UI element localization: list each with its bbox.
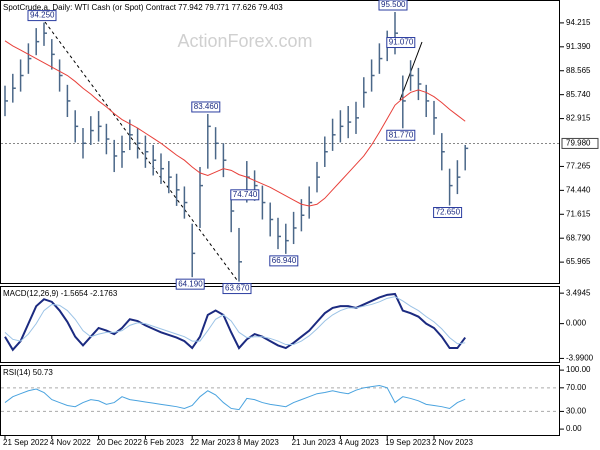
panel-title: MACD(12,26,9) -1.5654 -2.1763 bbox=[3, 289, 118, 298]
price-annotation-box bbox=[433, 207, 463, 219]
y-tick-label: 88.565 bbox=[566, 66, 591, 75]
price-annotation: 91.070 bbox=[389, 38, 414, 47]
y-tick-label: 30.00 bbox=[566, 407, 587, 416]
price-annotation-box bbox=[378, 0, 408, 11]
x-tick-label: 20 Dec 2022 bbox=[97, 438, 143, 447]
y-tick-label: 82.915 bbox=[566, 114, 591, 123]
moving-average bbox=[4, 40, 466, 207]
price-annotation-box bbox=[230, 189, 260, 201]
y-tick-label: 65.965 bbox=[566, 257, 591, 266]
price-annotation-box bbox=[386, 129, 416, 141]
indicator-line bbox=[4, 296, 466, 346]
x-tick-label: 4 Nov 2022 bbox=[50, 438, 91, 447]
price-annotation: 83.460 bbox=[194, 102, 219, 111]
y-tick-label: 71.615 bbox=[566, 209, 591, 218]
watermark: ActionForex.com bbox=[177, 31, 312, 51]
price-annotation: 74.740 bbox=[233, 190, 258, 199]
panel-title: SpotCrude.a, Daily: WTI Cash (or Spot) C… bbox=[3, 3, 283, 12]
price-annotation-box bbox=[175, 278, 205, 290]
indicator-line bbox=[4, 292, 467, 352]
x-tick-label: 6 Feb 2023 bbox=[143, 438, 184, 447]
y-tick-label: 85.740 bbox=[566, 90, 591, 99]
y-tick-label: 77.265 bbox=[566, 162, 591, 171]
x-tick-label: 4 Aug 2023 bbox=[338, 438, 379, 447]
current-price-label: 79.980 bbox=[566, 139, 591, 148]
price-annotation: 81.770 bbox=[389, 130, 414, 139]
price-annotation-box bbox=[269, 255, 299, 267]
x-tick-label: 2 Nov 2023 bbox=[432, 438, 473, 447]
price-annotation-box bbox=[27, 10, 57, 22]
panel-title: RSI(14) 50.73 bbox=[3, 368, 53, 377]
price-panel bbox=[0, 0, 560, 284]
y-tick-label: -3.9900 bbox=[566, 354, 594, 363]
y-tick-label: 94.215 bbox=[566, 18, 591, 27]
price-annotation: 63.670 bbox=[225, 284, 250, 293]
current-price-tag bbox=[561, 137, 599, 149]
price-annotation: 64.190 bbox=[178, 279, 203, 288]
indicator-line bbox=[4, 384, 466, 411]
x-tick-label: 19 Sep 2023 bbox=[385, 438, 431, 447]
macd-panel bbox=[0, 286, 560, 363]
rsi-panel bbox=[0, 365, 560, 436]
x-tick-label: 21 Sep 2022 bbox=[3, 438, 49, 447]
price-annotation: 94.250 bbox=[30, 11, 55, 20]
price-annotation-box bbox=[222, 283, 252, 295]
x-tick-label: 8 May 2023 bbox=[237, 438, 279, 447]
y-tick-label: 68.790 bbox=[566, 233, 591, 242]
price-annotation: 72.650 bbox=[436, 208, 461, 217]
y-tick-label: 0.000 bbox=[566, 319, 587, 328]
x-tick-label: 22 Mar 2023 bbox=[190, 438, 235, 447]
x-tick-label: 21 Jun 2023 bbox=[292, 438, 337, 447]
price-annotation-box bbox=[386, 37, 416, 49]
y-tick-label: 74.440 bbox=[566, 185, 591, 194]
y-tick-label: 100.00 bbox=[566, 365, 591, 374]
y-tick-label: 91.390 bbox=[566, 42, 591, 51]
price-annotation: 66.940 bbox=[272, 256, 297, 265]
y-tick-label: 70.00 bbox=[566, 383, 587, 392]
y-tick-label: 3.4945 bbox=[566, 288, 591, 297]
price-annotation: 95.500 bbox=[381, 0, 406, 9]
y-tick-label: 0.00 bbox=[566, 424, 582, 433]
price-annotation-box bbox=[191, 101, 221, 113]
